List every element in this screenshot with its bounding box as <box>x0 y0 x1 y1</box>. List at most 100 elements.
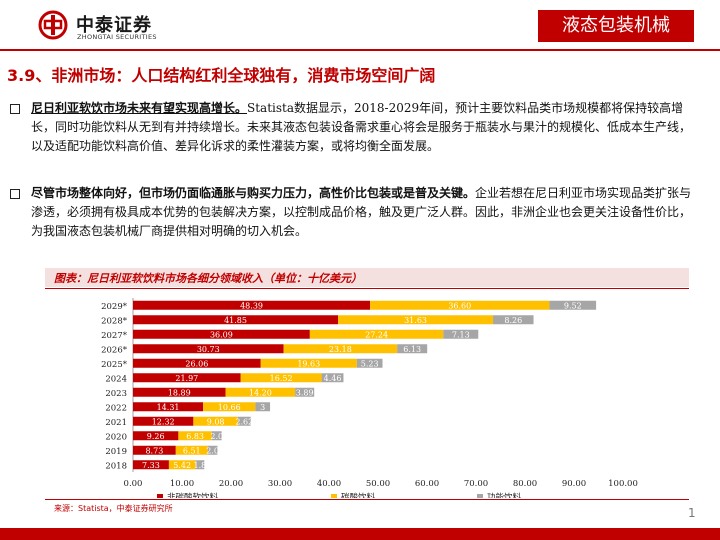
page-number: 1 <box>688 506 696 520</box>
x-tick-label: 40.00 <box>317 479 341 489</box>
bar-segment-2 <box>309 329 444 339</box>
bar-segment-3 <box>321 373 344 383</box>
legend-swatch <box>157 494 163 498</box>
y-tick-label: 2027* <box>101 331 128 341</box>
bar-segment-2 <box>175 445 208 455</box>
footer-band <box>0 528 720 540</box>
bullet-1-body: Statista数据显示，2018-2029年间，预计主要饮料品类市场规模都将保… <box>31 101 692 153</box>
bar-segment-1 <box>133 402 204 412</box>
bar-segment-1 <box>133 329 310 339</box>
y-tick-label: 2029* <box>101 302 128 312</box>
bar-segment-2 <box>225 387 296 397</box>
chart-title-divider <box>45 288 689 289</box>
bar-segment-3 <box>356 358 383 368</box>
x-tick-label: 80.00 <box>513 479 537 489</box>
bar-segment-1 <box>133 344 284 354</box>
legend-label: 碳酸饮料 <box>341 492 376 498</box>
bullet-1-lead: 尼日利亚软饮市场未来有望实现高增长。 <box>31 101 248 115</box>
data-label: 2.0 <box>210 432 223 441</box>
bullet-2-lead: 尽管市场整体向好，但市场仍面临通胀与购买力压力，高性价比包装或是普及关键。 <box>31 186 476 200</box>
data-label: 48.39 <box>240 301 263 310</box>
bar-segment-1 <box>133 460 169 470</box>
bar-segment-1 <box>133 445 176 455</box>
data-label: 30.73 <box>197 345 220 354</box>
bar-segment-2 <box>178 431 212 441</box>
stacked-bar-chart: 2029* 48.39 36.60 9.52 2028* 41.85 31.63 8.26 20… <box>101 298 638 498</box>
bar-segment-2 <box>283 344 398 354</box>
data-label: 18.89 <box>168 388 191 397</box>
company-logo: 中泰证券 ZHONGTAI SECURITIES <box>38 8 208 46</box>
data-label: 7.13 <box>452 330 470 339</box>
bar-segment-3 <box>549 300 597 310</box>
chart-bottom-divider <box>45 499 689 500</box>
chart-title: 图表：尼日利亚软饮料市场各细分领域收入（单位：十亿美元） <box>54 272 362 285</box>
x-tick-label: 50.00 <box>366 479 390 489</box>
bullet-icon <box>10 189 20 199</box>
x-tick-label: 20.00 <box>219 479 243 489</box>
y-tick-label: 2021 <box>105 418 127 428</box>
data-label: 14.20 <box>249 388 272 397</box>
legend-label: 非碳酸软饮料 <box>167 492 219 498</box>
bar-segment-2 <box>240 373 322 383</box>
y-tick-label: 2025* <box>101 360 128 370</box>
bar-segment-1 <box>133 300 371 310</box>
bullet-paragraph-2: 尽管市场整体向好，但市场仍面临通胀与购买力压力，高性价比包装或是普及关键。企业若… <box>31 184 695 241</box>
data-label: 1.8 <box>194 461 207 470</box>
data-label: 3.89 <box>296 388 314 397</box>
y-tick-label: 2026* <box>101 345 128 355</box>
x-tick-label: 30.00 <box>268 479 292 489</box>
company-name-en: ZHONGTAI SECURITIES <box>77 33 157 41</box>
data-label: 14.31 <box>157 403 180 412</box>
data-label: 8.26 <box>504 316 522 325</box>
x-tick-label: 10.00 <box>170 479 194 489</box>
bar-segment-1 <box>133 431 179 441</box>
section-title: 3.9、非洲市场：人口结构红利全球独有，消费市场空间广阔 <box>7 66 436 85</box>
y-tick-label: 2020 <box>105 432 127 442</box>
legend-swatch <box>331 494 337 498</box>
data-label: 2.62 <box>235 417 253 426</box>
data-label: 19.63 <box>297 359 320 368</box>
data-label: 23.18 <box>329 345 352 354</box>
y-tick-label: 2023 <box>105 389 127 399</box>
bar-segment-3 <box>295 387 315 397</box>
x-tick-label: 90.00 <box>562 479 586 489</box>
company-name-cn: 中泰证券 <box>76 15 152 36</box>
data-label: 6.13 <box>403 345 421 354</box>
bullet-paragraph-1: 尼日利亚软饮市场未来有望实现高增长。Statista数据显示，2018-2029… <box>31 99 695 156</box>
source-note: 来源：Statista，中泰证券研究所 <box>54 504 173 513</box>
bar-segment-2 <box>193 416 238 426</box>
x-tick-label: 0.00 <box>124 479 143 489</box>
data-label: 9.26 <box>147 432 165 441</box>
company-logo-icon <box>38 10 68 40</box>
legend-label: 功能饮料 <box>487 492 522 498</box>
data-label: 5.23 <box>361 359 379 368</box>
header-divider <box>0 49 720 51</box>
data-label: 31.63 <box>404 316 427 325</box>
bar-segment-1 <box>133 387 226 397</box>
y-tick-label: 2022 <box>105 403 127 413</box>
y-tick-label: 2018 <box>105 461 127 471</box>
data-label: 5.42 <box>173 461 191 470</box>
data-label: 9.08 <box>207 417 225 426</box>
bullet-2-body: 企业若想在尼日利亚市场实现品类扩张与渗透，必须拥有极具成本优势的包装解决方案，以… <box>31 186 692 238</box>
y-tick-label: 2019 <box>105 447 127 457</box>
data-label: 12.32 <box>152 417 175 426</box>
bar-segment-3 <box>397 344 428 354</box>
bar-segment-2 <box>168 460 196 470</box>
data-label: 8.73 <box>145 446 163 455</box>
y-tick-label: 2028* <box>101 316 128 326</box>
bar-segment-1 <box>133 358 261 368</box>
data-label: 27.24 <box>365 330 388 339</box>
bar-segment-3 <box>195 460 205 470</box>
bar-segment-2 <box>370 300 550 310</box>
data-label: 41.85 <box>224 316 247 325</box>
bar-segment-2 <box>203 402 256 412</box>
data-label: 6.51 <box>183 446 201 455</box>
section-tag: 液态包装机械 <box>538 10 694 42</box>
legend-swatch <box>477 494 483 498</box>
bullet-icon <box>10 104 20 114</box>
bar-segment-1 <box>133 315 339 325</box>
data-label: 9.52 <box>564 301 582 310</box>
x-tick-label: 70.00 <box>464 479 488 489</box>
data-label: 4.46 <box>324 374 342 383</box>
